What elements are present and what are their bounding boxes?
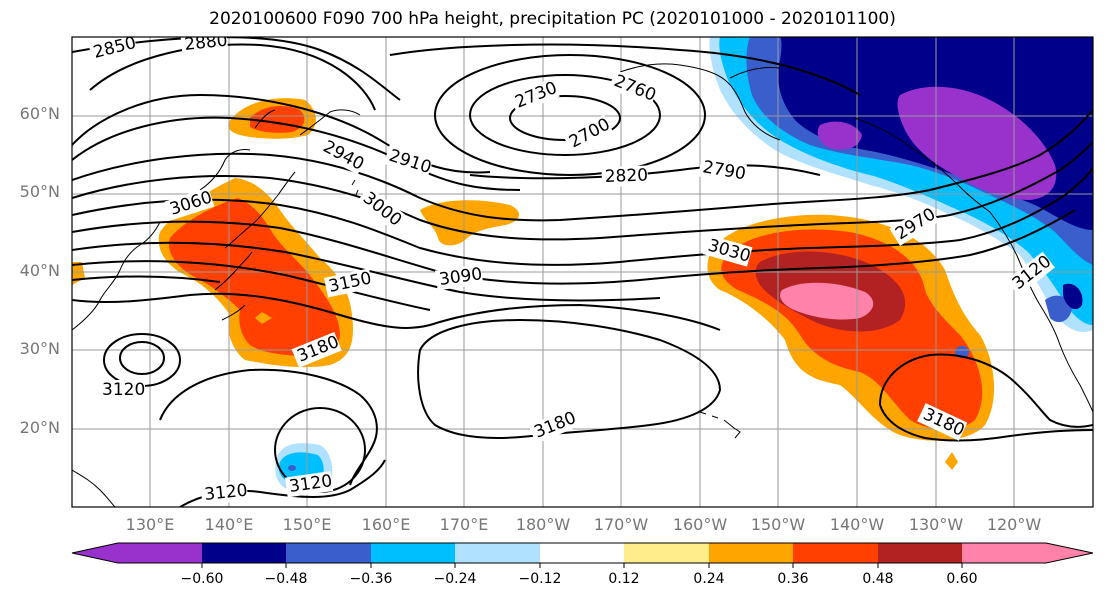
plot-frame xyxy=(71,36,1094,508)
colorbar-tick-label: −0.36 xyxy=(349,571,393,587)
colorbar-tick-label: −0.48 xyxy=(264,571,308,587)
colorbar-tick-label: 0.60 xyxy=(946,571,978,587)
colorbar-extend-right xyxy=(1046,543,1093,563)
colorbar-segment xyxy=(709,543,793,563)
colorbar-tick-label: 0.24 xyxy=(693,571,725,587)
colorbar-segment xyxy=(371,543,455,563)
colorbar-tick-label: −0.24 xyxy=(433,571,477,587)
map-title: 2020100600 F090 700 hPa height, precipit… xyxy=(209,9,896,29)
colorbar-tick-label: 0.48 xyxy=(862,571,894,587)
colorbar-segment xyxy=(624,543,709,563)
precip-negative-purple-ne xyxy=(897,86,1057,200)
colorbar-tick-label: −0.12 xyxy=(518,571,562,587)
contour-label: 3120 xyxy=(99,380,145,400)
colorbar-tick-label: 0.36 xyxy=(777,571,809,587)
colorbar-outline xyxy=(71,542,1094,564)
lat-label: 20°N xyxy=(19,418,60,437)
lat-label: 60°N xyxy=(19,104,60,123)
contour-label: 3120 xyxy=(200,481,249,506)
contour-label: 2880 xyxy=(180,31,229,56)
precip-positive-red-west xyxy=(169,198,340,356)
colorbar-tick-label: 0.12 xyxy=(608,571,640,587)
lon-label: 160°W xyxy=(672,515,728,534)
lon-label: 170°E xyxy=(439,515,489,534)
colorbar-segment xyxy=(202,543,286,563)
colorbar-segment xyxy=(793,543,878,563)
contour-label-text: 2820 xyxy=(604,165,648,186)
lon-label: 140°E xyxy=(204,515,254,534)
contour-label: 3120 xyxy=(284,471,334,498)
colorbar-segment xyxy=(878,543,962,563)
colorbar-tick-label: −0.60 xyxy=(180,571,224,587)
lon-label: 180°W xyxy=(515,515,571,534)
contour-label-text: 3120 xyxy=(102,380,145,400)
colorbar-segment xyxy=(118,543,202,563)
colorbar-extend-left xyxy=(72,543,118,563)
lon-label: 150°W xyxy=(750,515,806,534)
lon-label: 130°E xyxy=(125,515,175,534)
contour-label-text: 2880 xyxy=(183,31,228,55)
colorbar-segment xyxy=(962,543,1046,563)
lon-label: 150°E xyxy=(282,515,332,534)
lon-label: 120°W xyxy=(986,515,1042,534)
graticule xyxy=(72,37,1093,507)
lat-label: 50°N xyxy=(19,182,60,201)
lon-label: 160°E xyxy=(361,515,411,534)
lon-label: 140°W xyxy=(829,515,885,534)
contour-label: 2820 xyxy=(601,165,648,188)
precip-positive-orange-central xyxy=(420,200,520,246)
colorbar xyxy=(71,542,1094,568)
colorbar-segment xyxy=(540,543,624,563)
precip-positive-pink-east xyxy=(780,282,874,320)
coastlines xyxy=(72,63,1093,507)
lat-label: 30°N xyxy=(19,339,60,358)
lon-label: 130°W xyxy=(908,515,964,534)
colorbar-segment xyxy=(455,543,540,563)
lon-label: 170°W xyxy=(593,515,649,534)
colorbar-segment xyxy=(286,543,371,563)
lat-label: 40°N xyxy=(19,261,60,280)
contour-label-text: 3120 xyxy=(203,481,248,505)
